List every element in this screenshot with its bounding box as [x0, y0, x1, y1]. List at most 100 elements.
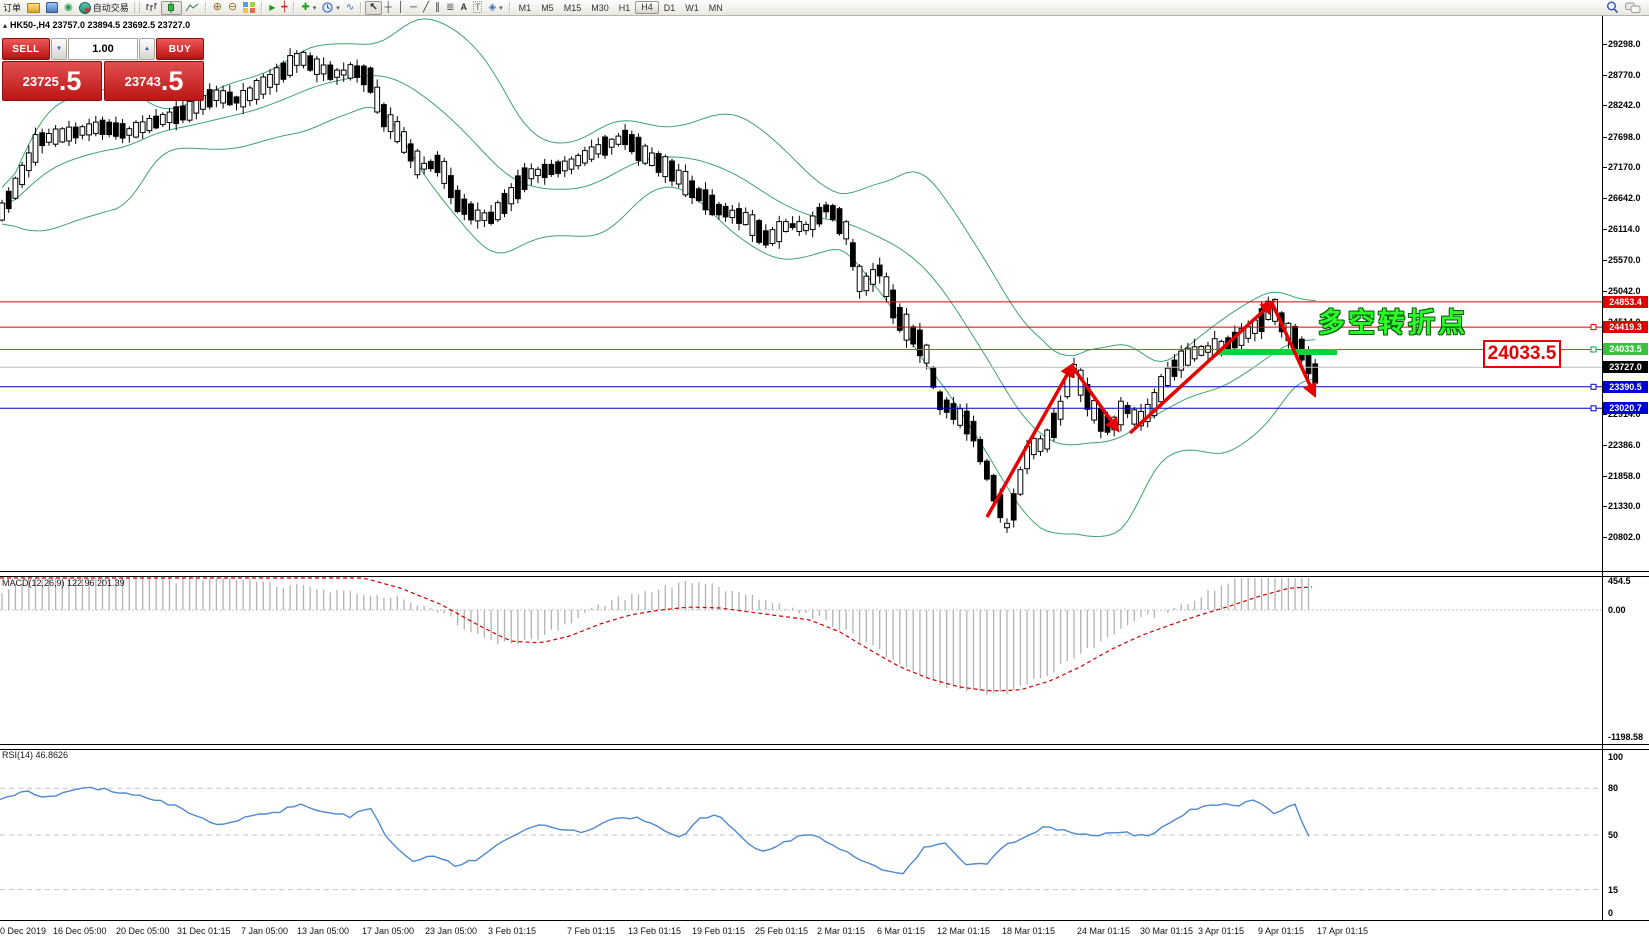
line-chart-button[interactable] — [182, 1, 202, 14]
timeframe-d1-button[interactable]: D1 — [663, 2, 676, 13]
text-icon — [460, 2, 467, 13]
price-tick-mark — [1602, 167, 1607, 168]
text-label-tool-button[interactable] — [470, 1, 486, 14]
indicators-button[interactable] — [298, 1, 319, 14]
rsi-axis-label: 0 — [1608, 908, 1614, 918]
signal-button[interactable] — [61, 1, 76, 14]
fibonacci-tool-button[interactable] — [443, 1, 457, 14]
horizontal-line-tool-button[interactable] — [407, 1, 420, 14]
time-axis-label: 12 Mar 01:15 — [937, 926, 991, 936]
volume-input[interactable]: 1.00 — [68, 38, 138, 60]
crosshair-tool-button[interactable] — [382, 1, 395, 14]
timeframe-mn-button[interactable]: MN — [708, 2, 723, 13]
timeframe-m15-button[interactable]: M15 — [563, 2, 582, 13]
profile-button[interactable] — [43, 1, 61, 14]
macd-axis-label: 0.00 — [1608, 605, 1626, 615]
macd-axis-label: 454.5 — [1608, 576, 1631, 586]
price-tick-label: 22914.0 — [1608, 409, 1641, 419]
vertical-line-icon — [398, 3, 404, 13]
time-axis-label: 25 Feb 01:15 — [755, 926, 809, 936]
tile-windows-button[interactable] — [240, 1, 258, 14]
time-axis-label: 6 Mar 01:15 — [877, 926, 926, 936]
time-axis-label: 24 Mar 01:15 — [1077, 926, 1131, 936]
toolbar-separator — [204, 2, 207, 13]
timeframe-m1-button[interactable]: M1 — [518, 2, 532, 13]
price-tick-label: 26642.0 — [1608, 193, 1641, 203]
rsi-axis-label: 100 — [1608, 752, 1624, 762]
line-chart-icon — [185, 3, 199, 12]
turning-point-annotation[interactable]: 多空转折点 — [1318, 308, 1468, 338]
price-tick-mark — [1602, 476, 1607, 477]
panel-separator[interactable] — [0, 744, 1649, 750]
price-tick-label: 27170.0 — [1608, 162, 1641, 172]
text-tool-button[interactable] — [457, 1, 470, 14]
shapes-icon — [488, 3, 496, 13]
new-order-button[interactable]: 订单 — [0, 1, 24, 14]
toolbar-drag-handle[interactable] — [133, 2, 140, 13]
price-tick-mark — [1602, 137, 1607, 138]
symbol-ohlc-text: HK50-,H4 23757.0 23894.5 23692.5 23727.0 — [10, 20, 191, 30]
horizontal-line-icon — [410, 3, 417, 13]
time-axis-label: 7 Jan 05:00 — [241, 926, 289, 936]
buy-price-fraction: .5 — [160, 65, 184, 96]
cursor-tool-button[interactable] — [365, 0, 382, 15]
level-price-box[interactable]: 24033.5 — [1483, 340, 1561, 368]
shapes-tool-button[interactable] — [485, 1, 505, 14]
time-axis-label: 0 Dec 2019 — [0, 926, 47, 936]
buy-price-panel[interactable]: 23743 .5 — [104, 61, 204, 101]
crosshair-icon — [385, 3, 392, 13]
volume-decrease-button[interactable] — [51, 38, 67, 60]
periods-button[interactable] — [319, 1, 343, 14]
timeframe-h4-button[interactable]: H4 — [635, 1, 659, 14]
candlestick-chart-icon — [167, 2, 174, 13]
candlestick-chart-button[interactable] — [160, 0, 182, 15]
time-axis-label: 16 Dec 05:00 — [53, 926, 107, 936]
trendline-tool-button[interactable] — [420, 1, 432, 14]
bar-chart-button[interactable] — [142, 1, 161, 14]
price-tick-mark — [1602, 105, 1607, 106]
macd-panel-canvas[interactable] — [0, 576, 1602, 744]
rsi-panel-canvas[interactable] — [0, 748, 1602, 920]
channel-icon — [435, 3, 440, 13]
history-center-button[interactable] — [24, 1, 43, 14]
price-tick-label: 20802.0 — [1608, 532, 1641, 542]
panel-separator[interactable] — [0, 571, 1649, 577]
time-axis-label: 17 Jan 05:00 — [362, 926, 415, 936]
time-axis-label: 3 Apr 01:15 — [1198, 926, 1245, 936]
templates-button[interactable] — [343, 1, 357, 14]
sell-button[interactable]: SELL — [2, 38, 50, 60]
timeframe-h1-button[interactable]: H1 — [618, 2, 631, 13]
price-tag: 24853.4 — [1603, 296, 1648, 308]
zoom-out-button[interactable] — [225, 1, 240, 14]
channel-tool-button[interactable] — [432, 1, 443, 14]
time-axis-label: 3 Feb 01:15 — [488, 926, 537, 936]
price-tick-label: 28242.0 — [1608, 100, 1641, 110]
volume-increase-button[interactable] — [139, 38, 155, 60]
symbol-marker-icon — [3, 20, 7, 30]
chat-icon[interactable] — [1625, 2, 1641, 14]
zoom-in-button[interactable] — [210, 1, 225, 14]
step-add-button[interactable] — [278, 1, 290, 14]
vertical-line-tool-button[interactable] — [395, 1, 407, 14]
toolbar-separator — [293, 2, 296, 13]
price-tick-label: 26114.0 — [1608, 224, 1641, 234]
search-icon[interactable] — [1606, 1, 1619, 14]
zoom-in-icon — [213, 2, 222, 13]
timeframe-m5-button[interactable]: M5 — [541, 2, 554, 13]
main-chart-canvas[interactable] — [0, 15, 1602, 571]
price-tick-mark — [1602, 537, 1607, 538]
toolbar-separator — [508, 2, 511, 13]
bar-chart-icon — [146, 3, 157, 11]
autotrading-button[interactable]: 自动交易 — [76, 1, 132, 14]
buy-button[interactable]: BUY — [156, 38, 204, 60]
step-forward-button[interactable] — [266, 1, 278, 14]
autotrading-label: 自动交易 — [92, 3, 129, 13]
timeframe-m30-button[interactable]: M30 — [591, 2, 609, 13]
sell-price-panel[interactable]: 23725 .5 — [2, 61, 102, 101]
text-label-icon — [473, 2, 483, 13]
price-tick-label: 25042.0 — [1608, 286, 1641, 296]
timeframe-w1-button[interactable]: W1 — [685, 2, 699, 13]
price-tick-label: 29298.0 — [1608, 39, 1641, 49]
macd-indicator-label: MACD(12,26,9) 122.96 201.39 — [2, 578, 125, 588]
